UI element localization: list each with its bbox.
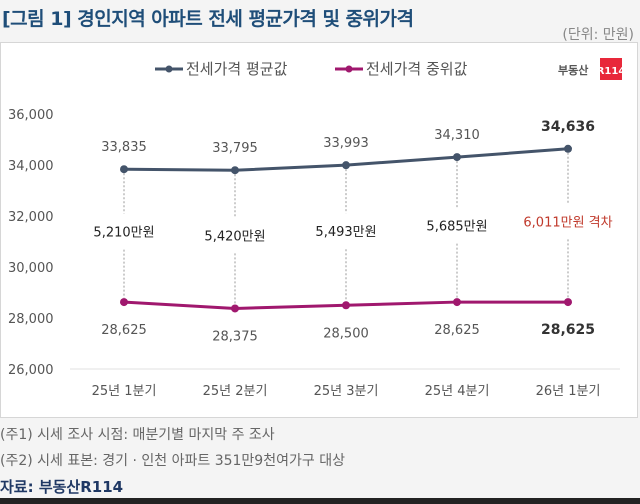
x-tick-label: 25년 4분기 [425, 384, 490, 399]
data-label: 33,993 [323, 136, 369, 151]
data-label: 28,625 [541, 322, 595, 338]
data-point [564, 298, 572, 307]
data-point [120, 165, 128, 174]
data-point [342, 301, 350, 310]
x-tick-label: 25년 2분기 [203, 384, 268, 399]
x-tick-label: 25년 1분기 [92, 384, 157, 399]
x-tick-label: 25년 3분기 [314, 384, 379, 399]
data-point [120, 298, 128, 307]
data-label: 28,625 [101, 323, 147, 338]
legend-label: 전세가격 평균값 [186, 60, 288, 78]
y-tick-label: 34,000 [8, 159, 54, 174]
bottom-bar [0, 498, 640, 504]
data-point [453, 298, 461, 307]
data-point [231, 304, 239, 313]
note-1: (주1) 시세 조사 시점: 매분기별 마지막 주 조사 [0, 427, 275, 443]
data-label: 28,375 [212, 329, 258, 344]
data-label: 34,636 [541, 119, 595, 135]
legend-marker [345, 65, 353, 73]
y-tick-label: 36,000 [8, 108, 54, 123]
unit-label: (단위: 만원) [562, 27, 634, 43]
legend-marker [165, 65, 173, 73]
logo-badge [600, 58, 622, 80]
data-point [231, 166, 239, 175]
data-label: 33,795 [212, 141, 258, 156]
y-tick-label: 32,000 [8, 210, 54, 225]
data-label: 33,835 [101, 140, 147, 155]
gap-label: 6,011만원 격차 [523, 215, 612, 230]
chart-area [0, 42, 638, 418]
data-label: 34,310 [434, 128, 480, 143]
logo-badge-text: R114 [597, 66, 626, 77]
legend-label: 전세가격 중위값 [366, 60, 468, 78]
y-tick-label: 30,000 [8, 261, 54, 276]
data-point [342, 161, 350, 170]
gap-label: 5,420만원 [204, 229, 265, 244]
y-tick-label: 28,000 [8, 312, 54, 327]
chart-title: [그림 1] 경인지역 아파트 전세 평균가격 및 중위가격 [2, 8, 414, 30]
gap-label: 5,210만원 [93, 226, 154, 241]
note-2: (주2) 시세 표본: 경기 · 인천 아파트 351만9천여가구 대상 [0, 453, 345, 469]
gap-label: 5,493만원 [315, 225, 376, 240]
data-point [564, 144, 572, 153]
source-label: 자료: 부동산R114 [0, 478, 124, 496]
data-label: 28,500 [323, 326, 369, 341]
data-point [453, 153, 461, 162]
logo-text: 부동산 [558, 63, 588, 77]
x-tick-label: 26년 1분기 [536, 384, 601, 399]
gap-label: 5,685만원 [426, 220, 487, 235]
y-tick-label: 26,000 [8, 363, 54, 378]
data-label: 28,625 [434, 323, 480, 338]
